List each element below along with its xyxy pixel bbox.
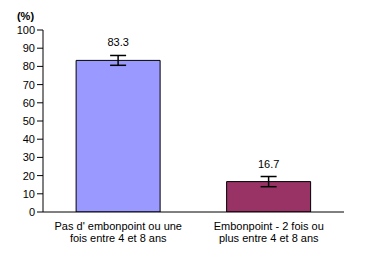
svg-text:20: 20 xyxy=(23,170,35,182)
svg-text:16.7: 16.7 xyxy=(258,158,279,170)
svg-text:Pas d' embonpoint ou unefois e: Pas d' embonpoint ou unefois entre 4 et … xyxy=(55,220,182,244)
svg-text:83.3: 83.3 xyxy=(107,36,128,48)
svg-text:40: 40 xyxy=(23,133,35,145)
svg-text:70: 70 xyxy=(23,79,35,91)
svg-text:90: 90 xyxy=(23,42,35,54)
svg-text:80: 80 xyxy=(23,60,35,72)
svg-text:100: 100 xyxy=(17,24,35,36)
svg-text:60: 60 xyxy=(23,97,35,109)
svg-text:(%): (%) xyxy=(17,10,34,22)
svg-text:0: 0 xyxy=(29,206,35,218)
svg-text:50: 50 xyxy=(23,115,35,127)
svg-text:30: 30 xyxy=(23,151,35,163)
svg-text:10: 10 xyxy=(23,188,35,200)
svg-text:Embonpoint - 2 fois ouplus ent: Embonpoint - 2 fois ouplus entre 4 et 8 … xyxy=(214,220,324,244)
